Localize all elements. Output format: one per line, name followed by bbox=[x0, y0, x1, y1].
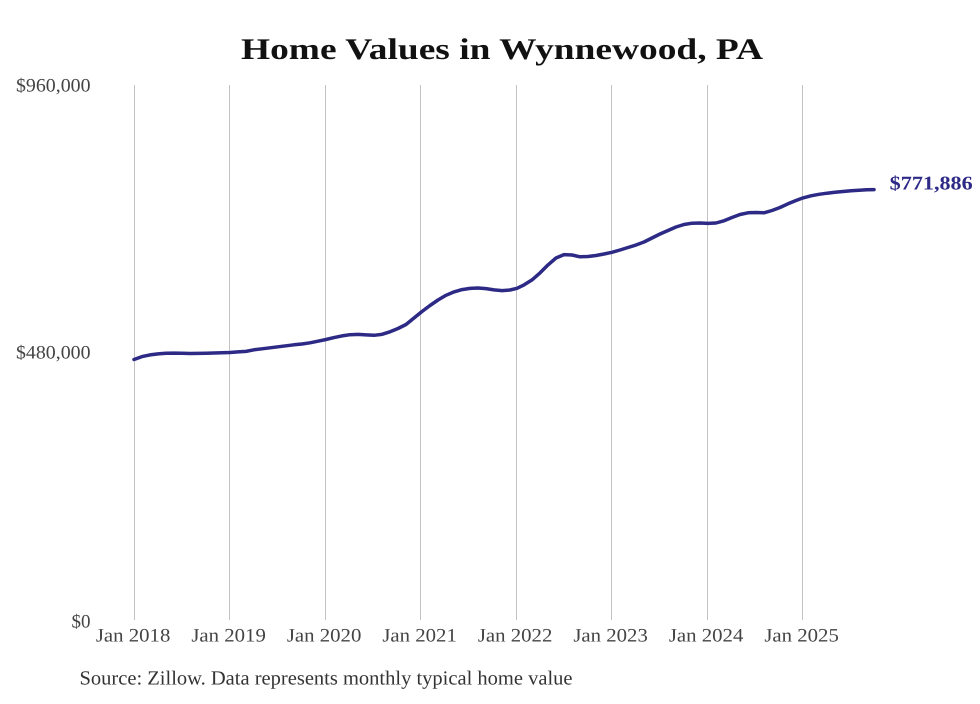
svg-text:$0: $0 bbox=[72, 612, 91, 633]
svg-text:Jan 2020: Jan 2020 bbox=[287, 626, 362, 647]
svg-text:$480,000: $480,000 bbox=[16, 343, 91, 364]
svg-text:Jan 2018: Jan 2018 bbox=[96, 626, 171, 647]
svg-text:Source: Zillow. Data represent: Source: Zillow. Data represents monthly … bbox=[80, 668, 573, 690]
svg-text:Jan 2019: Jan 2019 bbox=[191, 626, 266, 647]
svg-text:Jan 2024: Jan 2024 bbox=[669, 626, 744, 647]
svg-text:Home Values in Wynnewood, PA: Home Values in Wynnewood, PA bbox=[241, 33, 763, 66]
svg-text:Jan 2025: Jan 2025 bbox=[764, 626, 839, 647]
svg-text:$960,000: $960,000 bbox=[16, 76, 91, 97]
svg-text:Jan 2021: Jan 2021 bbox=[382, 626, 457, 647]
svg-text:Jan 2023: Jan 2023 bbox=[573, 626, 648, 647]
svg-text:Jan 2022: Jan 2022 bbox=[478, 626, 553, 647]
svg-text:$771,886: $771,886 bbox=[890, 174, 973, 195]
